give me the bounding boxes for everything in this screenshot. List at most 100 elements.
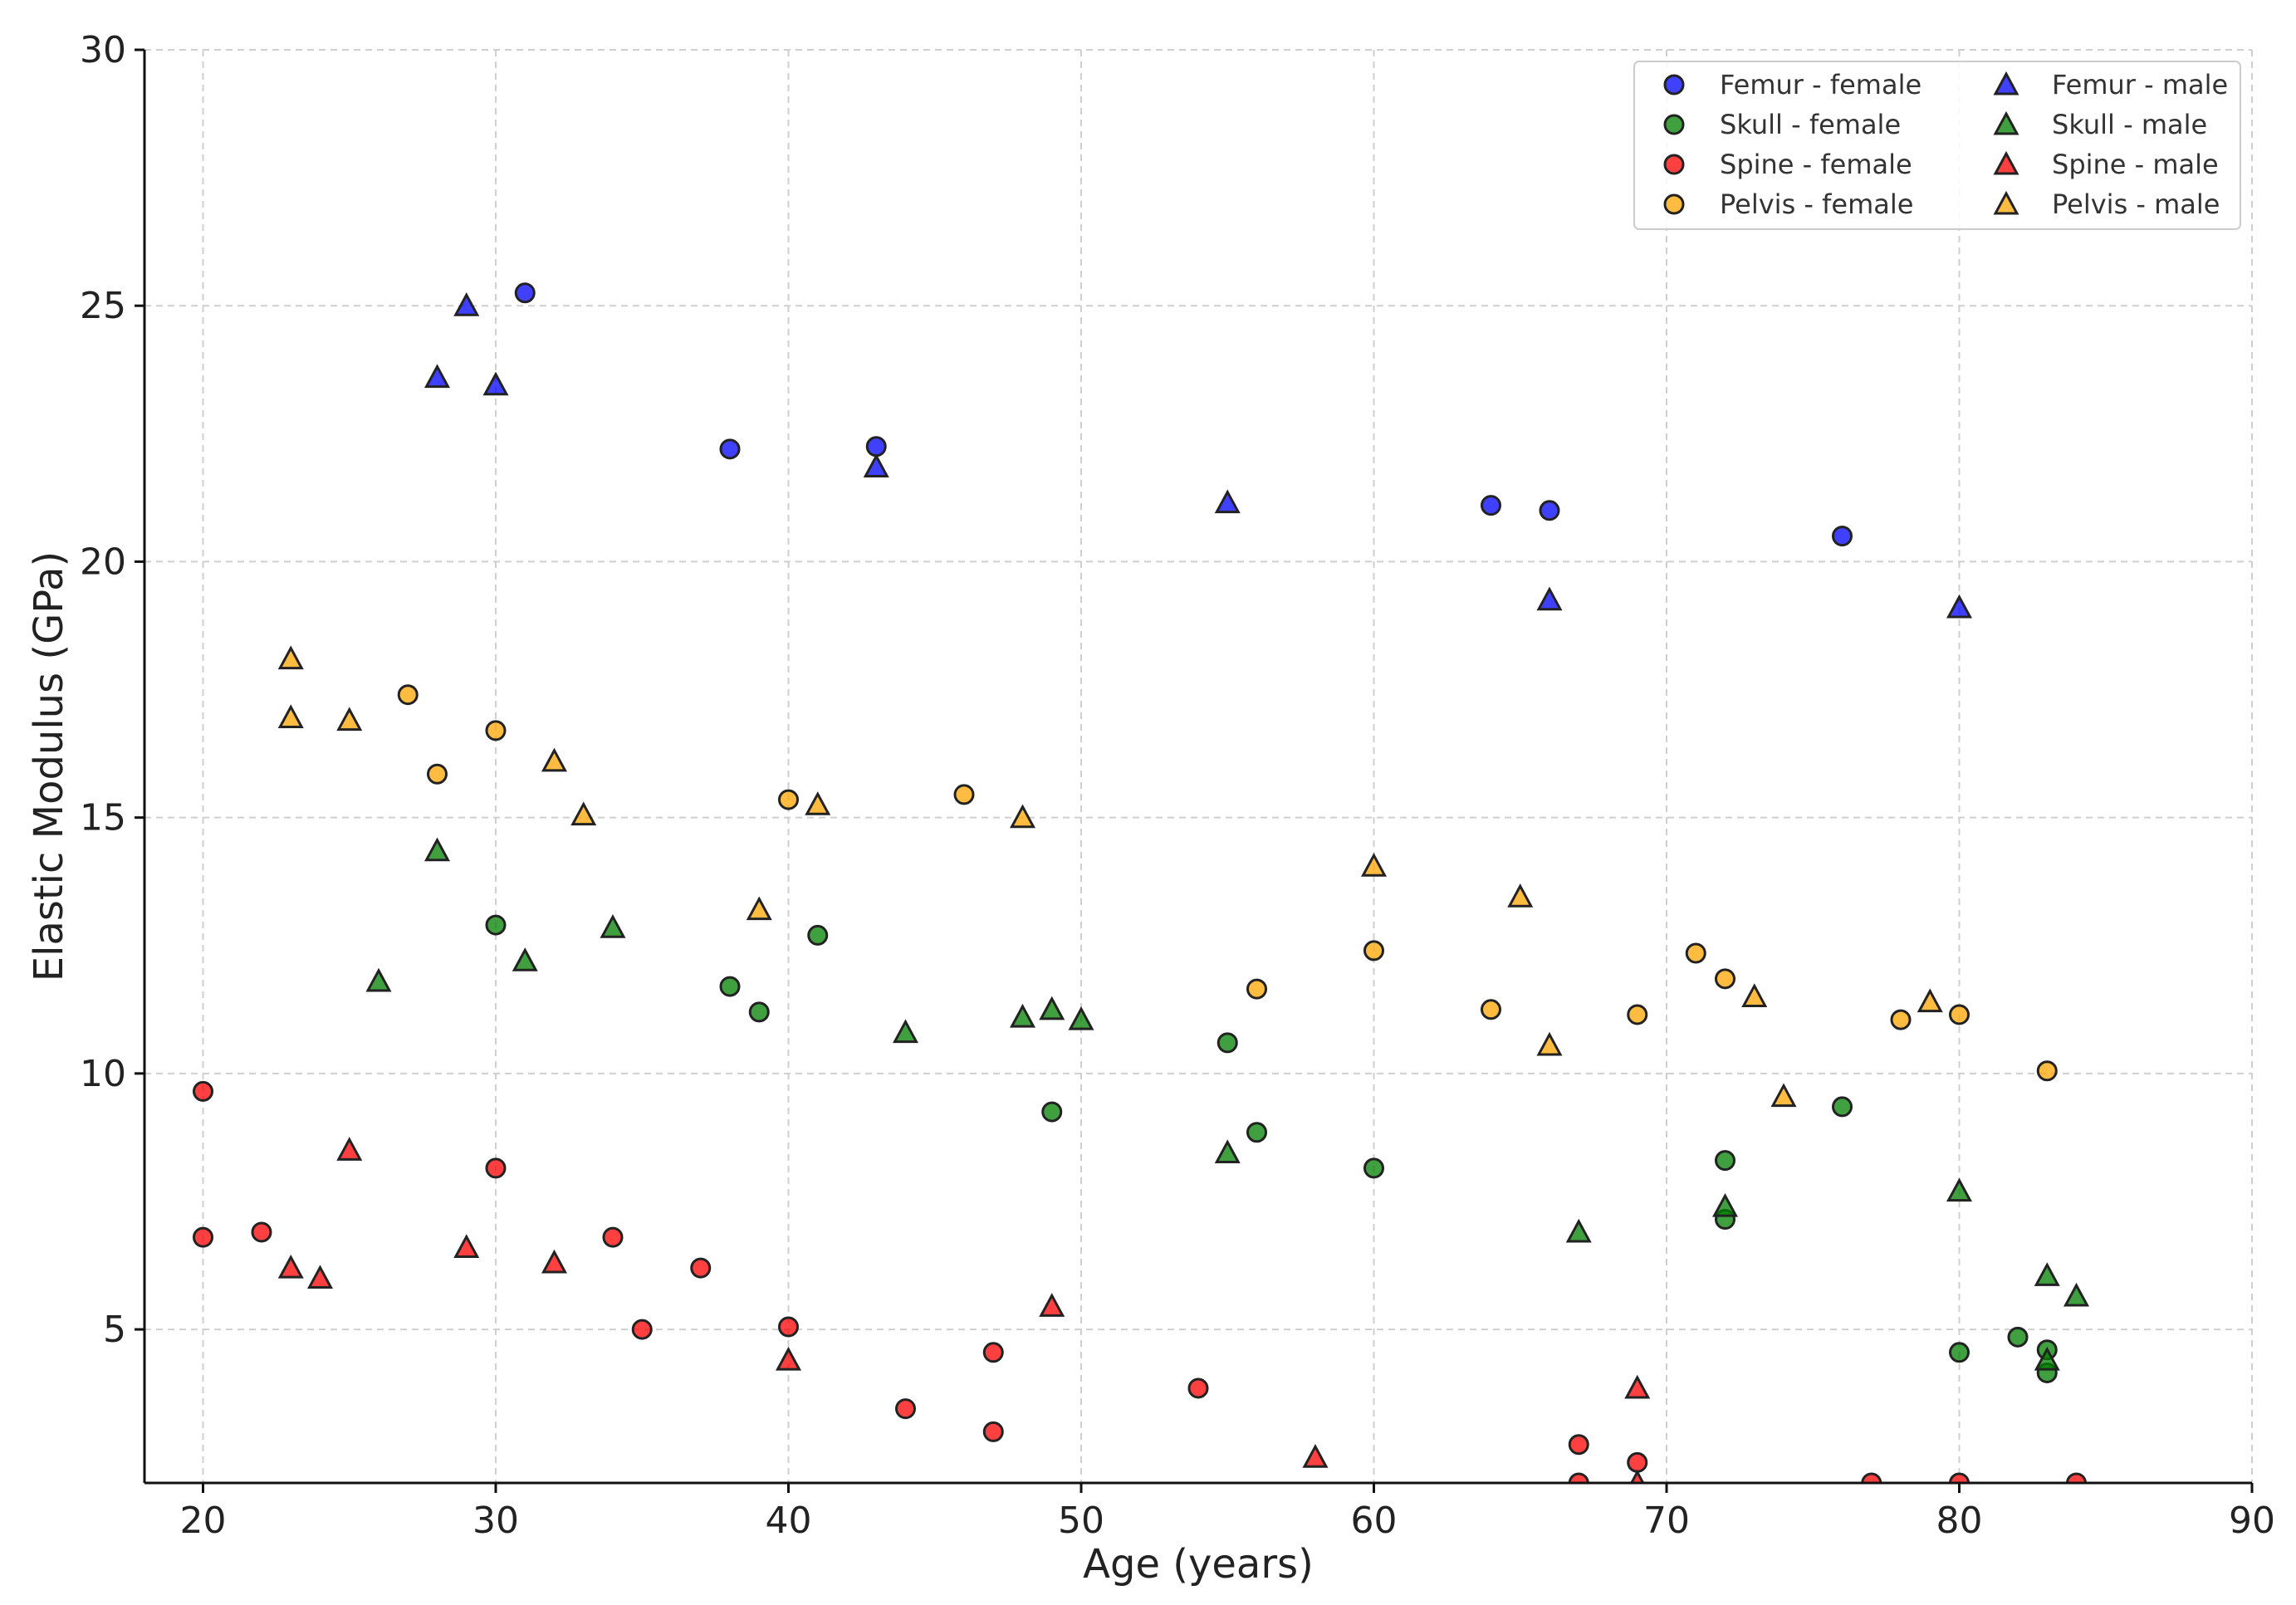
data-point: [423, 364, 451, 389]
legend-marker: [1993, 110, 2019, 135]
legend-label: Pelvis - female: [1720, 188, 1913, 220]
data-point: [1481, 495, 1501, 516]
data-point: [775, 1346, 802, 1371]
legend-item: Spine - female: [1663, 149, 1912, 180]
data-point: [1949, 1342, 1970, 1363]
legend-marker: [1663, 193, 1685, 215]
x-tick-label: 90: [2229, 1500, 2275, 1542]
data-point: [982, 1421, 1004, 1442]
data-point: [541, 747, 568, 772]
data-point: [1009, 1003, 1036, 1028]
data-point: [1536, 586, 1563, 611]
legend-label: Skull - female: [1720, 109, 1901, 140]
x-tick-label: 30: [472, 1500, 519, 1542]
legend-item: Pelvis - female: [1663, 188, 1913, 220]
data-point: [865, 436, 887, 458]
data-point: [541, 1249, 568, 1274]
y-tick-label: 15: [80, 797, 126, 839]
series-spine-female: [193, 1080, 2087, 1483]
legend-marker: [1663, 114, 1685, 135]
legend-marker: [1663, 154, 1685, 175]
legend-marker: [1663, 74, 1685, 95]
legend-marker: [1993, 190, 2019, 215]
data-point: [423, 837, 451, 862]
data-point: [1770, 1083, 1797, 1108]
data-point: [1536, 1031, 1563, 1056]
legend-item: Femur - female: [1663, 69, 1921, 100]
data-point: [1041, 1101, 1063, 1123]
y-tick-label: 30: [80, 29, 126, 71]
data-point: [2036, 1060, 2058, 1082]
data-point: [807, 924, 829, 946]
legend-label: Femur - male: [2052, 69, 2228, 100]
data-point: [397, 684, 419, 706]
data-point: [1832, 1096, 1853, 1118]
data-point: [365, 967, 392, 992]
y-tick-label: 25: [80, 285, 126, 327]
data-point: [1711, 1192, 1739, 1217]
data-point: [306, 1265, 334, 1289]
data-point: [482, 371, 509, 396]
data-point: [1946, 1177, 1973, 1202]
data-point: [1246, 1122, 1267, 1143]
data-point: [1624, 1374, 1651, 1399]
data-point: [1565, 1218, 1592, 1243]
legend-item: Pelvis - male: [1993, 188, 2220, 220]
data-point: [570, 801, 597, 826]
x-tick-label: 50: [1058, 1500, 1104, 1542]
data-point: [1039, 996, 1065, 1020]
data-point: [863, 453, 889, 477]
data-point: [1246, 978, 1267, 1000]
data-point: [193, 1226, 213, 1248]
y-axis-label: Elastic Modulus (GPa): [26, 551, 72, 981]
data-point: [805, 791, 831, 815]
data-point: [1946, 594, 1973, 619]
legend-item: Femur - male: [1993, 69, 2228, 100]
legend-item: Skull - female: [1663, 109, 1901, 140]
series-pelvis-male: [277, 645, 1943, 1108]
legend-label: Femur - female: [1720, 69, 1921, 100]
legend-label: Skull - male: [2052, 109, 2207, 140]
data-point: [748, 1001, 770, 1023]
data-point: [1363, 940, 1384, 962]
data-point: [1949, 1472, 1970, 1483]
data-point: [1568, 1472, 1589, 1483]
data-point: [485, 1157, 507, 1179]
legend-item: Spine - male: [1993, 149, 2219, 180]
data-point: [2034, 1262, 2060, 1286]
legend: Femur - female Skull - female Spine - fema…: [1633, 61, 2241, 230]
data-point: [277, 645, 304, 670]
data-point: [690, 1257, 712, 1279]
data-point: [1685, 942, 1706, 964]
data-point: [514, 282, 536, 304]
series-femur-female: [514, 282, 1853, 547]
data-point: [336, 1137, 363, 1161]
data-point: [719, 976, 741, 997]
legend-box: [1633, 61, 2241, 230]
data-point: [1741, 983, 1768, 1007]
data-point: [982, 1342, 1004, 1363]
data-point: [1481, 999, 1501, 1020]
x-tick-label: 70: [1643, 1500, 1690, 1542]
data-point: [1214, 1139, 1241, 1163]
data-point: [453, 1234, 480, 1258]
x-tick-label: 60: [1351, 1500, 1398, 1542]
data-point: [512, 947, 538, 971]
data-point: [719, 438, 741, 460]
data-point: [1568, 1434, 1589, 1456]
data-point: [631, 1319, 653, 1340]
data-point: [1217, 1032, 1238, 1054]
data-point: [1507, 883, 1534, 908]
data-point: [1068, 1006, 1094, 1030]
data-point: [1187, 1377, 1209, 1399]
series-pelvis-female: [397, 684, 2058, 1082]
data-point: [1360, 853, 1388, 877]
series-skull-female: [485, 914, 2058, 1383]
series-skull-male: [365, 837, 2090, 1371]
data-point: [1890, 1009, 1912, 1030]
data-point: [1627, 1004, 1648, 1025]
data-point: [2034, 1346, 2060, 1371]
data-point: [1715, 1150, 1735, 1172]
legend-label: Spine - male: [2052, 149, 2219, 180]
